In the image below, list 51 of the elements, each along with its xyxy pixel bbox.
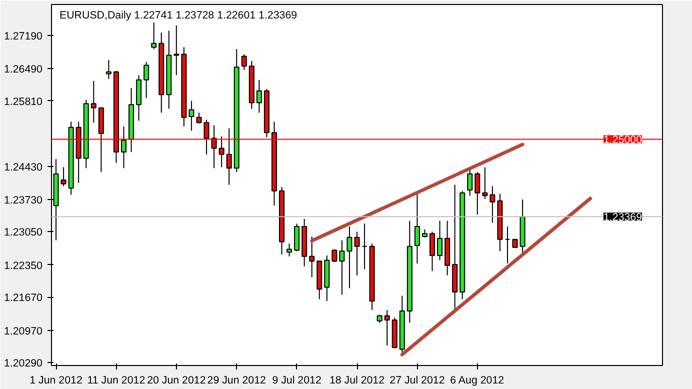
candlestick <box>218 136 224 168</box>
ref-line-label: 1.23369 <box>604 212 642 224</box>
candlestick <box>174 24 180 76</box>
candlestick <box>226 128 232 186</box>
candlestick <box>362 223 368 270</box>
candlestick <box>196 112 202 124</box>
candlestick <box>120 126 126 169</box>
y-tick-label: 1.20970 <box>4 325 43 338</box>
y-tick-label: 1.27190 <box>4 30 43 42</box>
candlestick <box>256 79 262 114</box>
ref-line-label: 1.25000 <box>604 134 642 146</box>
candlestick <box>346 226 352 289</box>
candlestick <box>429 231 436 272</box>
candlestick <box>144 61 150 98</box>
y-tick-label: 1.24430 <box>4 161 43 174</box>
candlestick <box>339 240 345 296</box>
x-tick-label: 20 Jun 2012 <box>147 374 206 386</box>
x-tick-label: 1 Jun 2012 <box>30 374 82 386</box>
y-tick-label: 1.22350 <box>4 260 43 272</box>
candlestick <box>151 22 157 50</box>
candlestick <box>106 60 112 80</box>
y-tick-label: 1.23050 <box>4 226 43 239</box>
y-tick-label: 1.21670 <box>4 292 43 304</box>
candlestick <box>204 119 210 155</box>
candlestick <box>60 166 66 187</box>
candlestick <box>474 171 480 216</box>
y-tick-label: 1.26490 <box>4 64 43 76</box>
x-tick-label: 9 Jul 2012 <box>272 374 322 386</box>
x-tick-label: 6 Aug 2012 <box>450 374 504 386</box>
y-tick-label: 1.25810 <box>4 96 43 108</box>
candlestick <box>467 168 473 196</box>
candlestick <box>241 54 247 70</box>
candlestick <box>294 223 300 252</box>
candlestick <box>504 226 510 264</box>
x-tick-label: 18 Jul 2012 <box>329 374 385 386</box>
x-tick-label: 27 Jul 2012 <box>390 374 445 386</box>
candlestick <box>332 248 338 263</box>
text: EURUSD,Daily 1.22741 1.23728 1.22601 1.23369 <box>60 10 298 22</box>
y-tick-label: 1.20290 <box>4 358 43 370</box>
x-tick-label: 11 Jun 2012 <box>87 374 146 386</box>
candlestick <box>384 310 390 346</box>
x-tick-label: 29 Jun 2012 <box>207 374 266 386</box>
candlestick <box>437 220 443 261</box>
candlestick <box>354 231 360 276</box>
candlestick <box>482 166 488 200</box>
candlestick <box>286 243 292 257</box>
candlestick <box>188 100 194 132</box>
candlestick <box>309 236 315 278</box>
y-tick-label: 1.23730 <box>4 194 43 206</box>
candlestick <box>90 80 96 124</box>
candlestick <box>490 186 496 224</box>
